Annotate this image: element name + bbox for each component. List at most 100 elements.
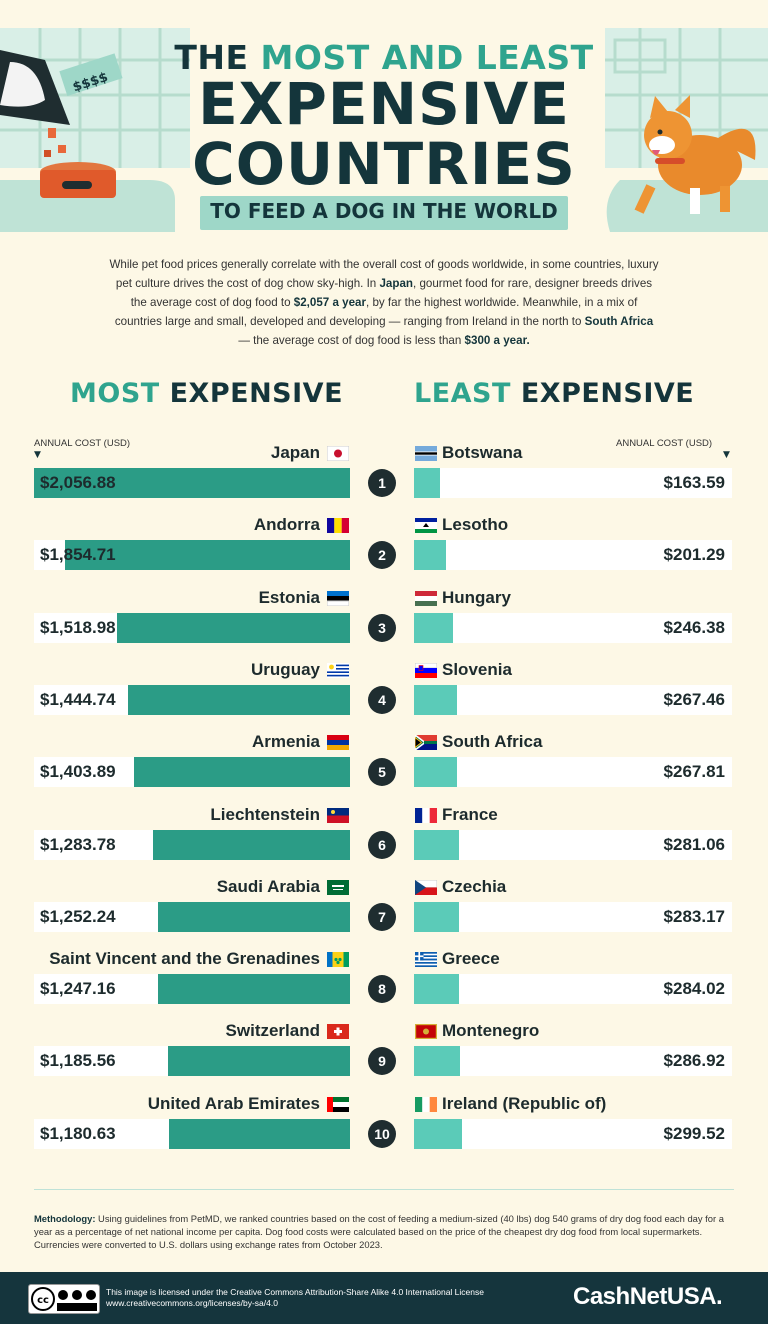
most-country-name: Armenia [251,732,320,752]
least-country-name: Slovenia [442,659,512,679]
armenia-flag-icon [327,735,349,751]
methodology-label: Methodology: [34,1213,96,1224]
license-url[interactable]: www.creativecommons.org/licenses/by-sa/4… [106,1298,278,1308]
most-value-label: $1,252.24 [40,906,116,926]
least-bar-track [414,757,732,788]
most-expensive-heading: MOST EXPENSIVE [70,378,343,409]
most-bar [65,540,350,571]
intro-threshold: $300 a year. [464,334,530,347]
most-country-name: Saint Vincent and the Grenadines [49,949,320,969]
intro-text-1: While pet food prices generally correlat… [109,258,659,290]
rank-badge: 5 [368,758,396,787]
most-bar [167,1046,350,1077]
intro-text-2: , gourmet food for rare, designer breeds… [130,277,653,309]
most-value-label: $1,854.71 [40,545,116,565]
least-value-label: $163.59 [663,473,725,492]
brand-logo: CashNetUSA. [573,1283,723,1310]
least-bar-track [414,540,732,571]
least-value-label: $267.81 [663,762,725,782]
least-bar [414,540,446,571]
rank-badge: 4 [368,685,396,714]
least-value-label: $267.46 [663,689,725,709]
andorra-flag-icon [327,518,349,534]
least-value-label: $286.92 [663,1051,725,1071]
least-value-label: $201.29 [663,545,725,565]
most-value-label: $1,518.98 [40,617,116,637]
most-value-label: $1,403.89 [40,762,116,782]
rank-badge: 7 [368,902,396,931]
greece-flag-icon [415,952,437,968]
least-country-name: Lesotho [442,515,509,535]
most-heading-accent: MOST [70,378,160,409]
most-country-name: United Arab Emirates [147,1093,320,1113]
slovenia-flag-icon [414,662,438,678]
intro-text-4: — the average cost of dog food is less t… [238,334,465,347]
least-country-name: Greece [442,949,500,969]
uruguay-flag-icon [327,662,349,678]
least-bar [414,757,457,788]
creative-commons-badge: cc [28,1284,100,1314]
least-bar-track [414,612,732,643]
least-bar [414,1118,462,1149]
annual-cost-label-right: ANNUAL COST (USD) [616,438,713,449]
rank-badge: 3 [368,613,396,642]
uae-flag-icon [327,1096,349,1112]
dog-food-bag-icon: $$$$ [0,50,123,157]
annual-cost-label-left: ANNUAL COST (USD) [34,438,131,449]
dog-bowl-icon [40,162,116,198]
rank-badge: 6 [368,830,396,859]
least-bar-track [414,1046,732,1077]
least-country-name: Czechia [442,876,507,896]
least-bar [414,829,459,860]
least-country-name: Botswana [442,443,523,462]
most-country-name: Japan [270,443,320,462]
estonia-flag-icon [326,590,350,607]
rank-badge: 9 [368,1047,396,1076]
most-bar [158,974,350,1005]
most-value-label: $1,180.63 [40,1123,116,1143]
title-line1-accent: MOST AND LEAST [260,38,594,77]
rank-badge: 8 [368,975,396,1004]
least-bar-track [414,468,732,498]
header-illustration: $$$$ [0,0,768,240]
least-bar-track [414,901,732,932]
intro-paragraph: While pet food prices generally correlat… [108,255,660,350]
saudi-arabia-flag-icon [327,879,349,895]
most-bar [34,468,350,498]
least-value-label: $299.52 [663,1123,725,1143]
least-bar [414,468,440,498]
methodology-note: Methodology: Using guidelines from PetMD… [34,1212,734,1251]
botswana-flag-icon [415,446,437,461]
least-country-name: France [442,804,498,824]
least-bar [414,1046,460,1077]
most-value-label: $2,056.88 [40,473,116,492]
shiba-dog-icon [634,95,756,214]
least-bar [414,974,460,1005]
title-line-3: COUNTRIES [192,130,576,198]
least-country-name: Montenegro [442,1021,540,1041]
intro-japan: Japan [379,277,413,290]
least-value-label: $284.02 [663,979,725,999]
title-line-2: EXPENSIVE [198,70,570,138]
most-country-name: Liechtenstein [210,804,320,824]
most-value-label: $1,283.78 [40,834,116,854]
least-heading-rest: EXPENSIVE [510,378,695,409]
least-bar [414,901,460,932]
saint-vincent-flag-icon [327,952,349,968]
subtitle-bar [200,196,568,230]
rank-badge: 10 [368,1119,396,1148]
most-bar [157,901,350,932]
license-line-1: This image is licensed under the Creativ… [106,1287,484,1297]
intro-japan-cost: $2,057 a year [293,296,366,309]
france-flag-icon [415,807,437,823]
least-heading-accent: LEAST [414,378,511,409]
least-bar-track [414,1118,732,1149]
liechtenstein-flag-icon [327,807,349,823]
rank-badge: 1 [368,469,396,497]
arrow-down-icon-right: ▼ [723,450,730,460]
most-country-name: Andorra [253,515,320,535]
most-value-label: $1,444.74 [40,689,116,709]
most-bar [116,612,350,643]
divider [34,1189,734,1190]
most-country-name: Saudi Arabia [216,876,320,896]
